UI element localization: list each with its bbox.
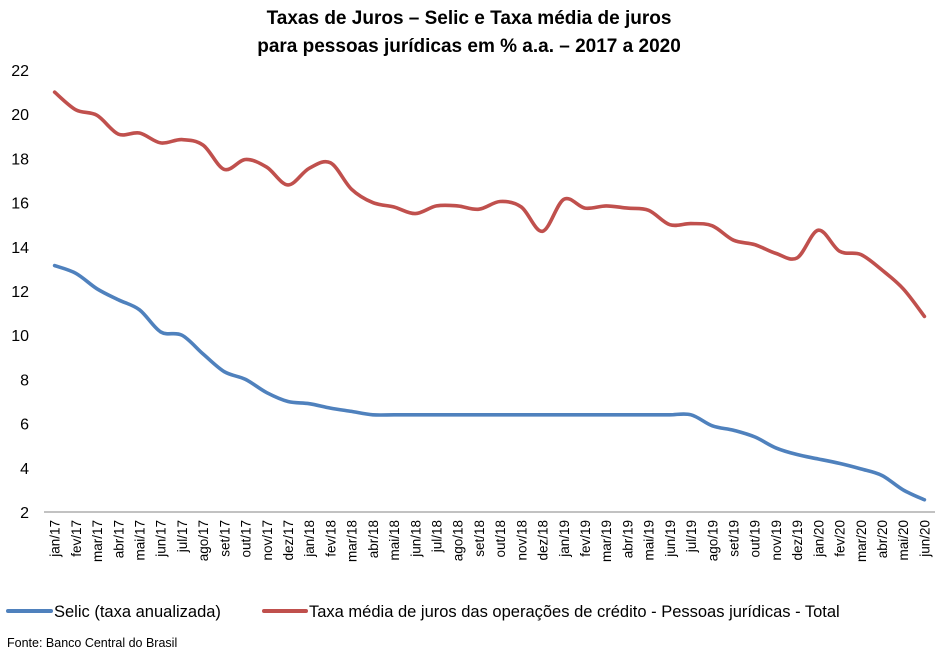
x-tick-label: jun/18 bbox=[408, 520, 423, 558]
x-tick-label: set/17 bbox=[217, 520, 232, 557]
x-tick-label: mar/17 bbox=[90, 520, 105, 562]
legend-label-selic: Selic (taxa anualizada) bbox=[54, 603, 221, 621]
x-tick-label: jan/17 bbox=[48, 520, 63, 558]
chart-title-line-2: para pessoas jurídicas em % a.a. – 2017 … bbox=[257, 36, 681, 57]
y-tick-label: 22 bbox=[11, 63, 29, 80]
x-tick-label: mar/20 bbox=[854, 520, 869, 562]
legend-label-taxa-media: Taxa média de juros das operações de cré… bbox=[309, 603, 840, 621]
x-tick-label: nov/17 bbox=[260, 520, 275, 561]
y-tick-label: 12 bbox=[11, 284, 29, 301]
x-tick-label: dez/19 bbox=[790, 520, 805, 561]
legend: Selic (taxa anualizada) Taxa média de ju… bbox=[6, 603, 840, 621]
x-tick-label: fev/18 bbox=[323, 520, 338, 557]
y-tick-label: 18 bbox=[11, 151, 29, 168]
x-tick-label: dez/18 bbox=[536, 520, 551, 561]
x-tick-label: out/18 bbox=[493, 520, 508, 558]
x-tick-label: jan/19 bbox=[557, 520, 572, 558]
series-line-taxa-media bbox=[52, 90, 927, 319]
x-tick-label: mar/19 bbox=[599, 520, 614, 562]
x-tick-label: nov/19 bbox=[769, 520, 784, 561]
y-tick-label: 10 bbox=[11, 328, 29, 345]
x-tick-label: mai/18 bbox=[387, 520, 402, 561]
source-note: Fonte: Banco Central do Brasil bbox=[7, 636, 177, 650]
x-tick-label: set/18 bbox=[472, 520, 487, 557]
x-tick-label: jul/17 bbox=[175, 520, 190, 553]
x-tick-label: nov/18 bbox=[514, 520, 529, 561]
y-tick-label: 8 bbox=[20, 372, 29, 389]
x-tick-label: ago/17 bbox=[196, 520, 211, 561]
x-tick-label: mar/18 bbox=[345, 520, 360, 562]
x-tick-label: abr/20 bbox=[875, 520, 890, 558]
x-tick-label: set/19 bbox=[726, 520, 741, 557]
y-axis: 2 4 6 8 10 12 14 16 18 20 22 bbox=[11, 63, 29, 522]
x-tick-label: jun/20 bbox=[917, 520, 932, 558]
x-tick-label: jul/19 bbox=[684, 520, 699, 553]
x-tick-label: jun/17 bbox=[154, 520, 169, 558]
x-tick-label: out/19 bbox=[748, 520, 763, 558]
x-tick-label: mai/20 bbox=[896, 520, 911, 561]
x-axis: jan/17 fev/17 mar/17 abr/17 mai/17 jun/17 jul/… bbox=[48, 520, 933, 562]
x-tick-label: ago/19 bbox=[705, 520, 720, 561]
x-tick-label: fev/17 bbox=[69, 520, 84, 557]
y-tick-label: 16 bbox=[11, 196, 29, 213]
x-tick-label: out/17 bbox=[239, 520, 254, 558]
chart-title-line-1: Taxas de Juros – Selic e Taxa média de j… bbox=[267, 8, 672, 29]
x-tick-label: dez/17 bbox=[281, 520, 296, 561]
series-line-selic bbox=[52, 263, 927, 502]
y-tick-label: 6 bbox=[20, 417, 29, 434]
y-tick-label: 14 bbox=[11, 240, 29, 257]
x-tick-label: jul/18 bbox=[429, 520, 444, 553]
x-tick-label: jun/19 bbox=[663, 520, 678, 558]
x-tick-label: fev/20 bbox=[833, 520, 848, 557]
x-tick-label: mai/17 bbox=[132, 520, 147, 561]
x-tick-label: abr/19 bbox=[620, 520, 635, 558]
x-tick-label: ago/18 bbox=[451, 520, 466, 561]
y-tick-label: 4 bbox=[20, 461, 29, 478]
x-tick-label: fev/19 bbox=[578, 520, 593, 557]
y-tick-label: 20 bbox=[11, 107, 29, 124]
x-tick-label: jan/20 bbox=[811, 520, 826, 558]
series-group bbox=[52, 90, 927, 502]
x-tick-label: jan/18 bbox=[302, 520, 317, 558]
x-tick-label: abr/17 bbox=[111, 520, 126, 558]
y-tick-label: 2 bbox=[20, 505, 29, 522]
x-tick-label: mai/19 bbox=[642, 520, 657, 561]
x-tick-label: abr/18 bbox=[366, 520, 381, 558]
